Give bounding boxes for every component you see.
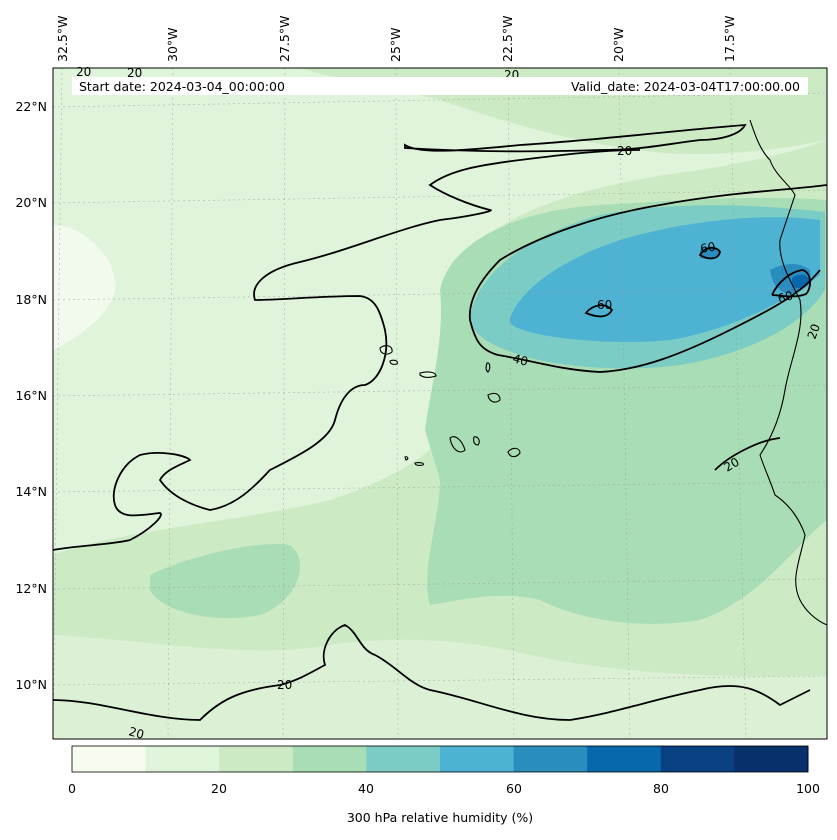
contour-label-20-bottom-left: 20	[127, 724, 145, 741]
island-santo-antao	[379, 345, 393, 355]
colorbar-segment	[660, 746, 735, 772]
colorbar-tick-40: 40	[358, 781, 374, 796]
colorbar-tick-80: 80	[653, 781, 669, 796]
colorbar-label: 300 hPa relative humidity (%)	[347, 810, 533, 825]
contour-20-south	[53, 624, 811, 721]
colorbar-tick-0: 0	[68, 781, 76, 796]
island-sao-vicente	[389, 359, 398, 365]
lat-label-22n: 22°N	[15, 99, 47, 114]
colorbar-tick-100: 100	[796, 781, 820, 796]
lat-label-12n: 12°N	[15, 581, 47, 596]
valid-date-label: Valid_date: 2024-03-04T17:00:00.00	[571, 79, 800, 94]
colorbar-segment	[513, 746, 588, 772]
colorbar-segment	[734, 746, 809, 772]
contour-label-20-right-a: 20	[805, 322, 823, 341]
colorbar	[72, 746, 809, 772]
lat-label-10n: 10°N	[15, 677, 47, 692]
lat-label-16n: 16°N	[15, 388, 47, 403]
lon-label-30w: 30°W	[165, 27, 180, 62]
colorbar-segment	[72, 746, 147, 772]
contour-label-20-top-a: 20	[76, 65, 91, 79]
latitude-labels: 22°N 20°N 18°N 16°N 14°N 12°N 10°N	[15, 99, 47, 692]
fill-30-40-west	[150, 544, 300, 619]
contour-60-b	[698, 246, 721, 260]
colorbar-segment	[366, 746, 441, 772]
colorbar-segment	[440, 746, 515, 772]
coastlines	[379, 119, 827, 626]
contour-label-20-mid: 20	[617, 144, 632, 158]
contour-label-60-a: 60	[597, 298, 612, 312]
contour-20-main	[53, 149, 641, 551]
contour-label-20-right-b: 20	[722, 455, 742, 475]
lon-label-25w: 25°W	[388, 27, 403, 62]
contour-label-60-b: 60	[699, 240, 716, 256]
lon-label-27-5w: 27.5°W	[277, 16, 292, 62]
colorbar-segment	[292, 746, 367, 772]
colorbar-frame	[71, 745, 809, 773]
contour-labels: 20 20 20 20 20 20 20 20 40 60 60 60	[76, 65, 823, 742]
contours	[53, 123, 827, 721]
colorbar-segment	[587, 746, 662, 772]
lon-label-22-5w: 22.5°W	[500, 16, 515, 62]
contour-label-40: 40	[511, 351, 529, 368]
colorbar-tick-60: 60	[506, 781, 522, 796]
map-frame	[52, 67, 828, 740]
humidity-field	[53, 68, 827, 739]
contour-label-20-top-b: 20	[127, 66, 142, 80]
contour-label-60-c: 60	[776, 288, 794, 305]
contour-40	[468, 184, 827, 373]
contour-label-20-south: 20	[277, 678, 292, 692]
lon-label-20w: 20°W	[611, 27, 626, 62]
african-coastline	[749, 119, 827, 626]
fill-0-10	[53, 225, 116, 350]
start-date-label: Start date: 2024-03-04_00:00:00	[79, 79, 285, 94]
contour-60-c	[771, 269, 811, 298]
graticule	[53, 68, 827, 739]
fill-south-light	[53, 635, 827, 739]
header-box	[72, 77, 808, 95]
colorbar-tick-20: 20	[211, 781, 227, 796]
island-fogo	[507, 447, 521, 458]
island-sal	[485, 362, 491, 373]
island-boa-vista	[487, 392, 501, 403]
colorbar-segment	[145, 746, 220, 772]
contour-20-north-lobe	[404, 123, 747, 153]
island-santiago	[449, 436, 466, 453]
contour-60-a	[584, 304, 614, 318]
lon-label-32-5w: 32.5°W	[55, 16, 70, 62]
lon-label-17-5w: 17.5°W	[722, 16, 737, 62]
longitude-labels: 32.5°W 30°W 27.5°W 25°W 22.5°W 20°W 17.5…	[55, 16, 737, 62]
lat-label-20n: 20°N	[15, 195, 47, 210]
contour-20-east	[714, 437, 781, 471]
lat-label-14n: 14°N	[15, 484, 47, 499]
island-maio	[473, 436, 480, 446]
island-brava	[404, 456, 409, 461]
lat-label-18n: 18°N	[15, 292, 47, 307]
colorbar-ticks: 0 20 40 60 80 100	[68, 781, 820, 796]
island-sao-nicolau	[419, 371, 437, 378]
colorbar-segment	[219, 746, 294, 772]
island-rock	[414, 462, 424, 466]
